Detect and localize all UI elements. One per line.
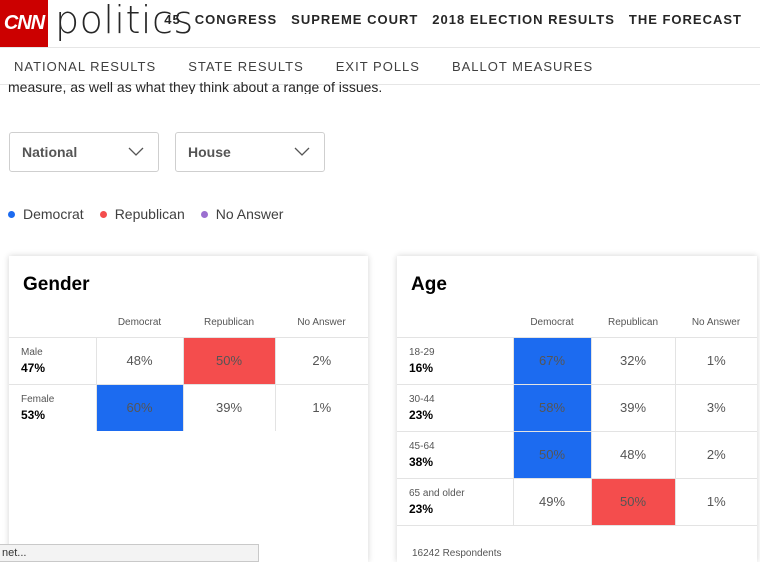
cell-republican: 50% xyxy=(183,336,276,384)
table-row: 30-44 23% 58% 39% 3% xyxy=(397,383,757,431)
row-label: Female 53% xyxy=(9,383,97,431)
cell-no-answer: 1% xyxy=(275,383,368,431)
cell-republican: 50% xyxy=(591,477,676,525)
group-name: Male xyxy=(21,346,43,358)
header-democrat: Democrat xyxy=(530,316,574,328)
results-subnav: NATIONAL RESULTS STATE RESULTS EXIT POLL… xyxy=(0,47,760,85)
header-republican: Republican xyxy=(203,316,255,328)
group-share: 47% xyxy=(21,360,46,375)
group-name: 45-64 xyxy=(409,440,435,452)
status-bar-tooltip: net... xyxy=(0,544,259,562)
region-select[interactable]: National xyxy=(9,132,159,172)
table-header-row: Democrat Republican No Answer xyxy=(397,308,757,337)
table-header-row: Democrat Republican No Answer xyxy=(9,308,368,337)
table-row: Male 47% 48% 50% 2% xyxy=(9,336,368,384)
party-legend: Democrat Republican No Answer xyxy=(8,206,283,222)
age-title: Age xyxy=(411,274,447,295)
legend-democrat-label: Democrat xyxy=(23,206,84,222)
table-row: Female 53% 60% 39% 1% xyxy=(9,383,368,431)
legend-no-answer: No Answer xyxy=(200,206,284,222)
group-share: 53% xyxy=(21,407,46,422)
top-navigation: 45 CONGRESS SUPREME COURT 2018 ELECTION … xyxy=(164,12,742,27)
gender-table: Democrat Republican No Answer Male 47% 48… xyxy=(9,308,368,431)
cell-democrat: 60% xyxy=(96,383,184,431)
topnav-link-election-results[interactable]: 2018 ELECTION RESULTS xyxy=(432,12,615,27)
gender-card: Gender Democrat Republican No Answer Mal… xyxy=(9,256,368,562)
group-share: 23% xyxy=(409,407,434,422)
cell-republican: 39% xyxy=(591,383,676,431)
cell-no-answer: 1% xyxy=(675,477,757,525)
chevron-down-icon xyxy=(128,147,144,156)
topnav-link-forecast[interactable]: THE FORECAST xyxy=(628,12,742,27)
cell-republican: 39% xyxy=(183,383,276,431)
cell-democrat: 49% xyxy=(513,477,592,525)
legend-no-answer-label: No Answer xyxy=(215,206,284,222)
table-row: 45-64 38% 50% 48% 2% xyxy=(397,430,757,478)
republican-dot-icon xyxy=(99,210,107,218)
legend-republican: Republican xyxy=(99,206,185,222)
politics-wordmark[interactable]: politics xyxy=(55,0,194,42)
gender-title: Gender xyxy=(23,274,90,295)
row-label: 30-44 23% xyxy=(397,383,514,431)
cell-no-answer: 2% xyxy=(275,336,368,384)
cnn-logo[interactable]: CNN xyxy=(0,0,48,47)
group-share: 16% xyxy=(409,360,434,375)
group-name: 65 and older xyxy=(409,487,465,499)
header-blank xyxy=(397,308,513,337)
table-row: 18-29 16% 67% 32% 1% xyxy=(397,336,757,384)
group-share: 23% xyxy=(409,501,434,516)
legend-democrat: Democrat xyxy=(8,206,84,222)
row-label: 18-29 16% xyxy=(397,336,514,384)
democrat-dot-icon xyxy=(8,210,15,218)
cell-no-answer: 2% xyxy=(675,430,757,478)
subnav-national-results[interactable]: NATIONAL RESULTS xyxy=(14,58,157,74)
no-answer-dot-icon xyxy=(200,210,208,218)
site-header: CNN politics 45 CONGRESS SUPREME COURT 2… xyxy=(0,0,760,47)
race-select-value: House xyxy=(188,144,231,160)
subnav-exit-polls[interactable]: EXIT POLLS xyxy=(335,58,420,74)
row-label: 65 and older 23% xyxy=(397,477,514,525)
table-row: 65 and older 23% 49% 50% 1% xyxy=(397,477,757,525)
group-name: 18-29 xyxy=(409,346,435,358)
cell-democrat: 67% xyxy=(513,336,592,384)
topnav-link-supreme-court[interactable]: SUPREME COURT xyxy=(291,12,419,27)
cell-democrat: 58% xyxy=(513,383,592,431)
row-label: Male 47% xyxy=(9,336,97,384)
group-name: 30-44 xyxy=(409,393,435,405)
cell-no-answer: 3% xyxy=(675,383,757,431)
cell-republican: 32% xyxy=(591,336,676,384)
group-share: 38% xyxy=(409,454,434,469)
legend-republican-label: Republican xyxy=(114,206,185,222)
header-blank xyxy=(9,308,96,337)
header-democrat: Democrat xyxy=(117,316,162,328)
topnav-link-45[interactable]: 45 xyxy=(164,12,181,27)
subnav-state-results[interactable]: STATE RESULTS xyxy=(188,58,304,74)
header-no-answer: No Answer xyxy=(691,316,741,328)
age-table: Democrat Republican No Answer 18-29 16% 6… xyxy=(397,308,757,545)
table-footer-spacer xyxy=(397,524,757,545)
respondents-count: 16242 Respondents xyxy=(412,548,502,559)
region-select-value: National xyxy=(22,144,78,160)
header-no-answer: No Answer xyxy=(297,316,346,328)
intro-text: measure, as well as what they think abou… xyxy=(8,80,383,94)
cell-democrat: 48% xyxy=(96,336,184,384)
group-name: Female xyxy=(21,393,55,405)
age-card: Age Democrat Republican No Answer 18-29 1… xyxy=(397,256,757,562)
header-republican: Republican xyxy=(607,316,659,328)
cell-republican: 48% xyxy=(591,430,676,478)
subnav-ballot-measures[interactable]: BALLOT MEASURES xyxy=(451,58,594,74)
cell-no-answer: 1% xyxy=(675,336,757,384)
chevron-down-icon xyxy=(294,147,310,156)
race-select[interactable]: House xyxy=(175,132,325,172)
row-label: 45-64 38% xyxy=(397,430,514,478)
topnav-link-congress[interactable]: CONGRESS xyxy=(194,12,278,27)
cell-democrat: 50% xyxy=(513,430,592,478)
table-footer-row xyxy=(397,524,757,545)
